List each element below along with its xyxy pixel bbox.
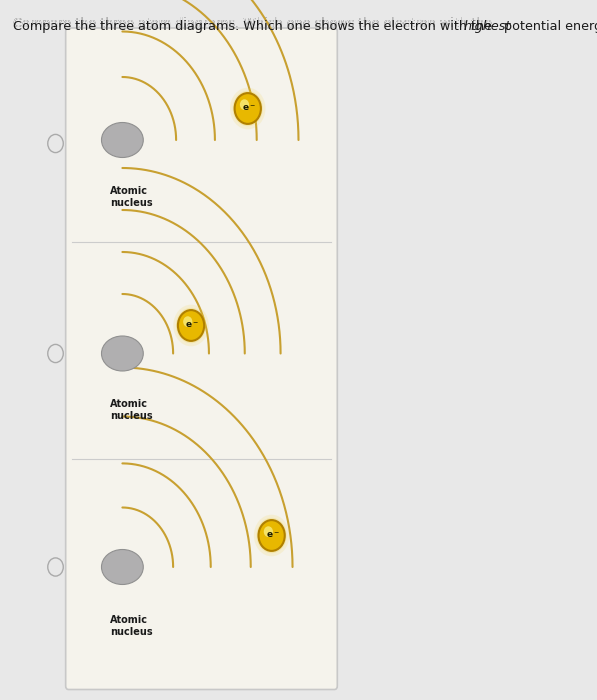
Circle shape — [259, 520, 285, 551]
Text: Compare the three atom diagrams. Which one shows the electron with the highest: Compare the three atom diagrams. Which o… — [13, 18, 544, 31]
FancyBboxPatch shape — [66, 28, 337, 690]
Text: Atomic
nucleus: Atomic nucleus — [110, 615, 153, 637]
Circle shape — [173, 304, 209, 346]
Circle shape — [235, 93, 261, 124]
Circle shape — [233, 91, 263, 126]
Text: potential energy?: potential energy? — [500, 20, 597, 33]
Ellipse shape — [101, 550, 143, 584]
Text: highest: highest — [463, 20, 510, 33]
Text: Compare the three atom diagrams. Which one shows the electron with the: Compare the three atom diagrams. Which o… — [13, 18, 496, 31]
Ellipse shape — [101, 122, 143, 158]
Circle shape — [264, 526, 273, 537]
Circle shape — [257, 518, 287, 553]
Circle shape — [254, 514, 290, 556]
Circle shape — [176, 308, 206, 343]
Ellipse shape — [101, 336, 143, 371]
Text: Compare the three atom diagrams. Which one shows the electron with the: Compare the three atom diagrams. Which o… — [13, 20, 496, 33]
Text: e$^-$: e$^-$ — [266, 531, 280, 540]
Text: Atomic
nucleus: Atomic nucleus — [110, 399, 153, 421]
Circle shape — [240, 99, 249, 110]
Text: e$^-$: e$^-$ — [242, 104, 256, 113]
Text: Atomic
nucleus: Atomic nucleus — [110, 186, 153, 208]
Circle shape — [183, 316, 192, 327]
Circle shape — [178, 310, 204, 341]
Circle shape — [230, 88, 266, 130]
Text: e$^-$: e$^-$ — [185, 321, 199, 330]
